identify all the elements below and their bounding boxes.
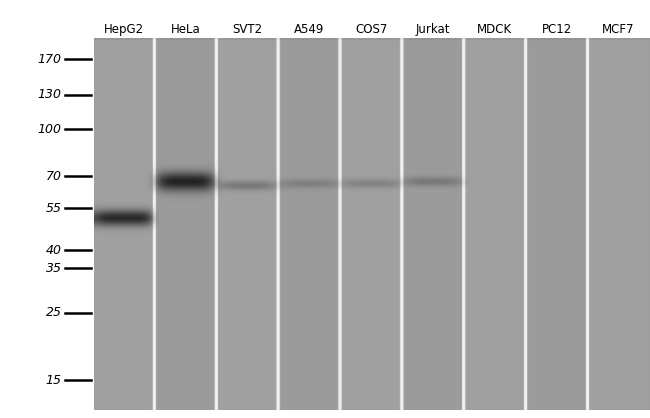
Text: PC12: PC12 bbox=[541, 23, 572, 36]
Text: 100: 100 bbox=[38, 123, 62, 136]
Text: HepG2: HepG2 bbox=[103, 23, 144, 36]
Text: 130: 130 bbox=[38, 88, 62, 101]
Text: HeLa: HeLa bbox=[170, 23, 200, 36]
Text: 15: 15 bbox=[46, 374, 62, 387]
Text: 70: 70 bbox=[46, 170, 62, 183]
Text: Jurkat: Jurkat bbox=[416, 23, 450, 36]
Text: 55: 55 bbox=[46, 202, 62, 215]
Text: 170: 170 bbox=[38, 53, 62, 66]
Text: 35: 35 bbox=[46, 262, 62, 275]
Text: 40: 40 bbox=[46, 244, 62, 257]
Text: MDCK: MDCK bbox=[477, 23, 512, 36]
Text: SVT2: SVT2 bbox=[232, 23, 263, 36]
Text: A549: A549 bbox=[294, 23, 324, 36]
Text: 25: 25 bbox=[46, 306, 62, 319]
Text: COS7: COS7 bbox=[355, 23, 387, 36]
Text: MCF7: MCF7 bbox=[603, 23, 635, 36]
